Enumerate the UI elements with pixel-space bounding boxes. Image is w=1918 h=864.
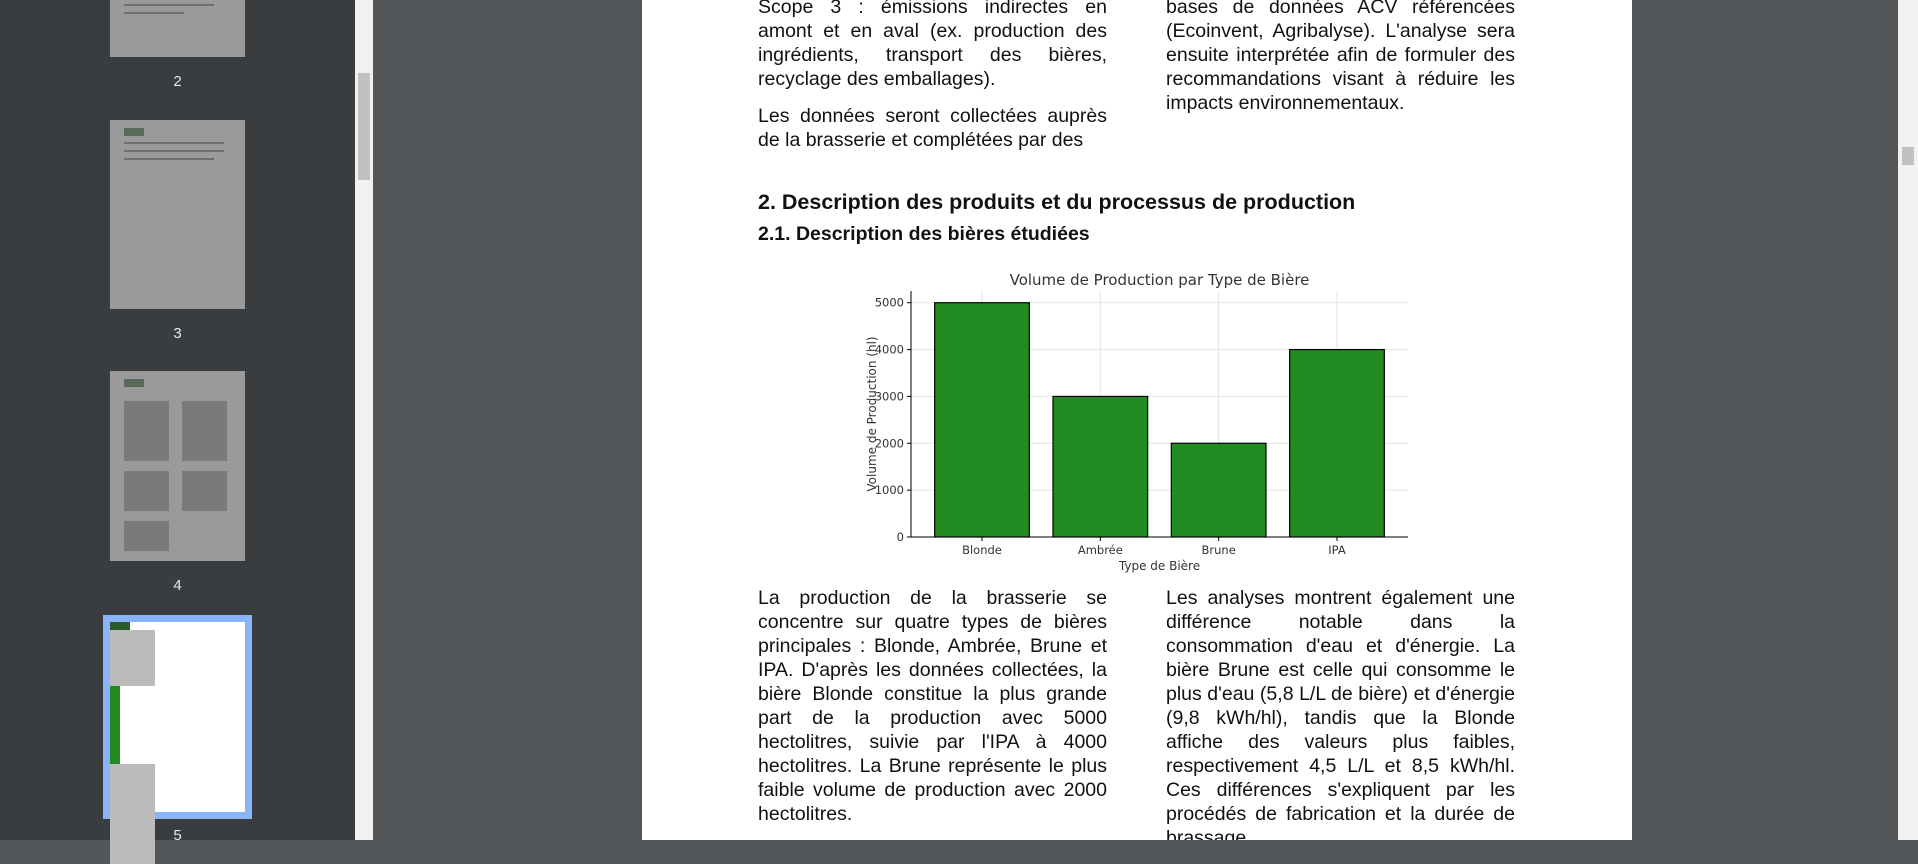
y-tick-label: 4000	[875, 343, 904, 357]
y-tick-label: 1000	[875, 483, 904, 497]
page-thumbnail[interactable]	[110, 120, 245, 309]
x-tick-label: Blonde	[962, 543, 1002, 557]
main-scrollbar[interactable]	[1898, 0, 1918, 840]
text-column: bases de données ACV référencées (Ecoinv…	[1166, 0, 1515, 128]
bar	[1289, 348, 1385, 538]
page-thumbnail-selected[interactable]	[103, 615, 252, 864]
sidebar-scrollbar[interactable]	[355, 0, 373, 840]
paragraph: Les données seront collectées auprès de …	[758, 105, 1107, 151]
y-tick-label: 3000	[875, 389, 904, 403]
text-column: Scope 3 : émissions indirectes en amont …	[758, 0, 1107, 165]
bar-chart: Volume de Production par Type de Bière 0 1…	[865, 271, 1408, 573]
paragraph: Les analyses montrent également une diff…	[1166, 587, 1515, 840]
paragraph: bases de données ACV référencées (Ecoinv…	[1166, 0, 1515, 114]
page-number[interactable]: 3	[173, 325, 182, 342]
text-column: Les analyses montrent également une diff…	[1166, 586, 1515, 840]
thumbnail-sidebar: 2 3 4 5	[0, 0, 355, 864]
paragraph: Scope 3 : émissions indirectes en amont …	[758, 0, 1107, 90]
page-number[interactable]: 2	[173, 73, 182, 90]
x-tick-label: Ambrée	[1078, 543, 1123, 557]
y-tick-label: 2000	[875, 436, 904, 450]
page-number[interactable]: 4	[173, 577, 182, 594]
x-axis-label: Type de Bière	[1118, 559, 1200, 573]
document-page: Scope 3 : émissions indirectes en amont …	[642, 0, 1632, 840]
x-tick-label: Brune	[1202, 543, 1236, 557]
text-column: La production de la brasserie se concent…	[758, 586, 1107, 839]
y-tick-label: 5000	[875, 296, 904, 310]
page-number[interactable]: 5	[173, 827, 182, 844]
bar	[1170, 442, 1267, 538]
y-tick-label: 0	[897, 530, 904, 544]
section-heading: 2. Description des produits et du proces…	[758, 190, 1356, 214]
x-tick-label: IPA	[1328, 543, 1346, 557]
bar	[934, 302, 1030, 538]
chart-title: Volume de Production par Type de Bière	[1010, 271, 1310, 289]
paragraph: La production de la brasserie se concent…	[758, 587, 1107, 825]
page-thumbnail[interactable]	[110, 0, 245, 57]
page-thumbnail[interactable]	[110, 371, 245, 561]
subsection-heading: 2.1. Description des bières étudiées	[758, 223, 1090, 245]
y-axis-label: Volume de Production (hl)	[865, 336, 879, 491]
bar	[1052, 395, 1149, 538]
